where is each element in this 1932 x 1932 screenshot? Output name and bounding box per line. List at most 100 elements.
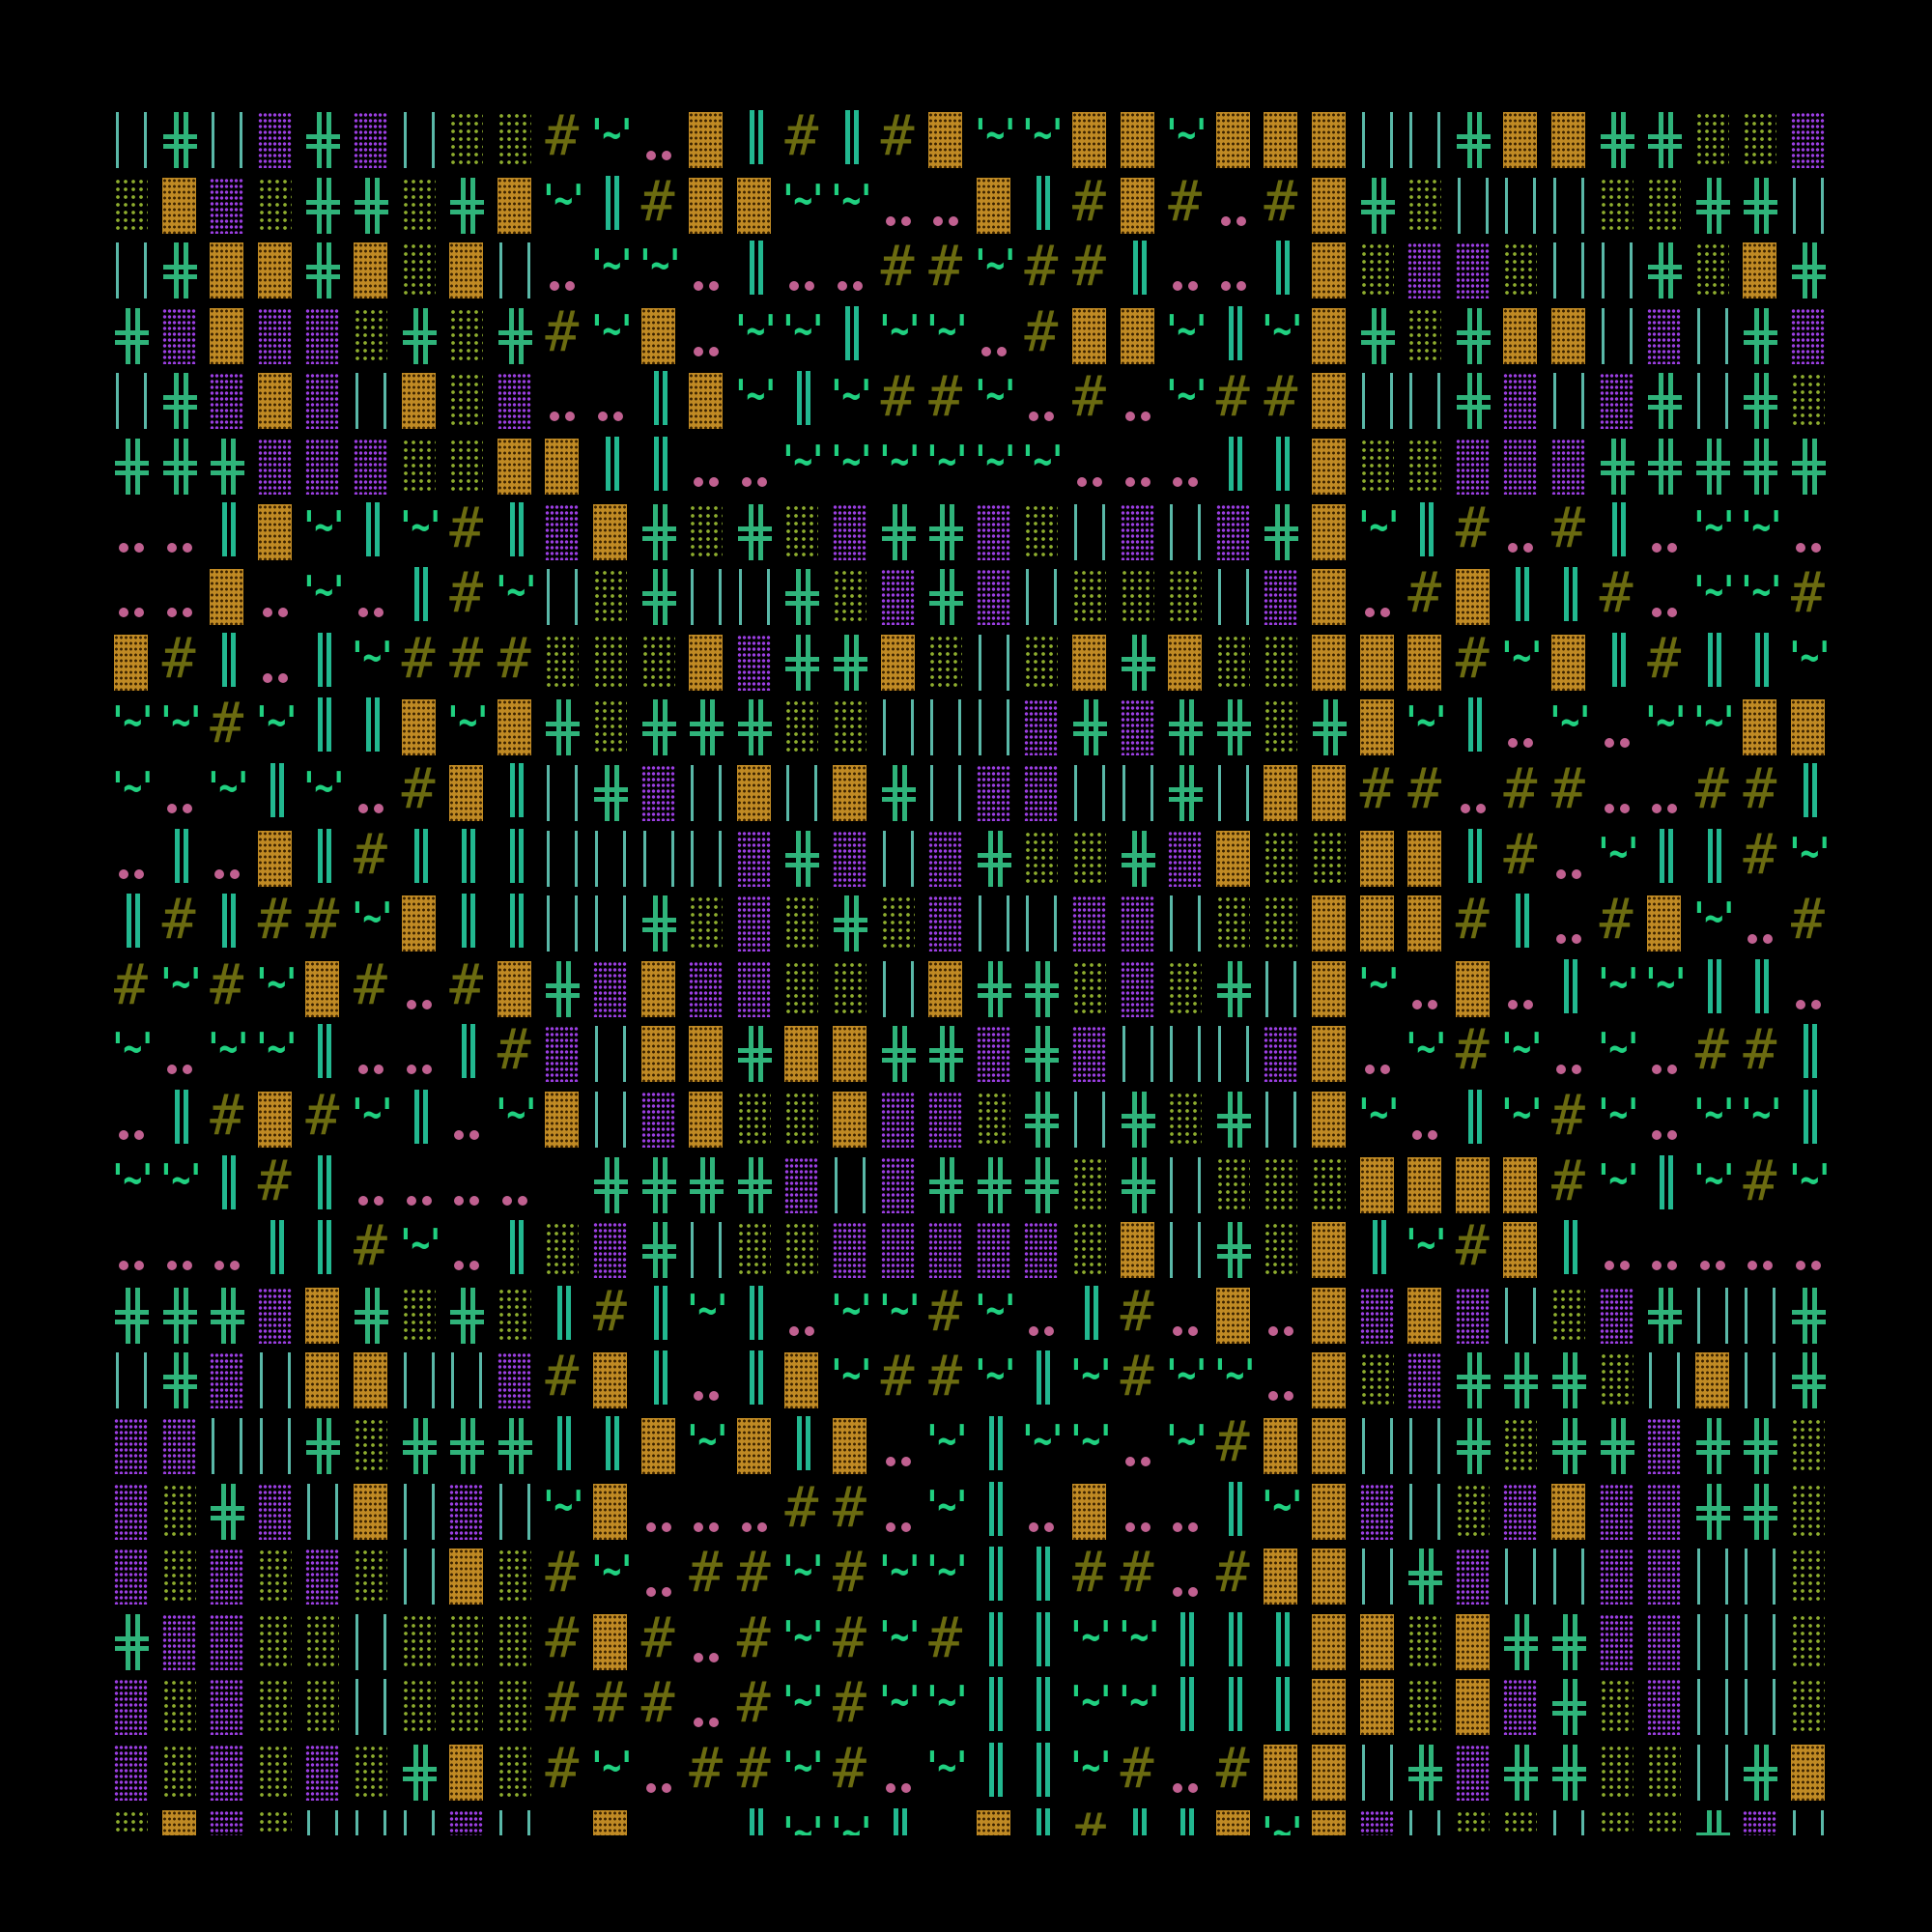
olive-dotted-tile xyxy=(1449,1476,1497,1542)
tilde-glyph: '~' xyxy=(683,1285,730,1335)
cross-horizontal-stroke xyxy=(306,144,341,149)
cross-vertical-stroke xyxy=(1812,242,1817,299)
orange-dotted-tile-fill xyxy=(1551,634,1585,691)
orange-dotted-tile xyxy=(1209,823,1258,889)
hash-glyph: # xyxy=(880,1345,915,1409)
double-bar-tile xyxy=(298,1150,347,1215)
pink-dots-tile xyxy=(1161,431,1209,497)
olive-dotted-tile-fill xyxy=(1072,830,1106,887)
pink-dot xyxy=(1667,1065,1678,1075)
cross-horizontal-stroke xyxy=(977,862,1011,867)
cross-horizontal-stroke xyxy=(690,1179,724,1184)
cross-glyph-tile xyxy=(1161,757,1209,823)
pink-dots-tile xyxy=(442,1084,491,1150)
olive-dotted-tile-fill xyxy=(1264,634,1298,691)
hash-glyph: # xyxy=(1551,1084,1585,1148)
cross-vertical-stroke xyxy=(605,1156,610,1213)
olive-dotted-tile-fill xyxy=(305,1679,340,1736)
pink-dots-tile xyxy=(1640,1084,1689,1150)
olive-dotted-tile xyxy=(1353,235,1402,300)
cross-vertical-stroke xyxy=(1659,112,1664,168)
pink-dots-tile xyxy=(1593,757,1641,823)
orange-dotted-tile xyxy=(1114,300,1162,366)
orange-dotted-tile-fill xyxy=(161,1809,196,1835)
olive-dotted-tile-fill xyxy=(1599,177,1634,234)
pink-dots xyxy=(1220,215,1250,228)
olive-dotted-tile-fill xyxy=(545,1222,580,1279)
purple-dotted-tile-fill xyxy=(833,1222,867,1279)
single-bars-tile xyxy=(1161,497,1209,562)
pink-dot xyxy=(1523,738,1534,749)
pink-dots-tile xyxy=(1496,497,1545,562)
cross-vertical-stroke xyxy=(183,242,188,299)
orange-dotted-tile xyxy=(1353,1671,1402,1737)
cross-horizontal-stroke xyxy=(1600,461,1634,466)
pink-dots-tile xyxy=(1449,757,1497,823)
cross-glyph-tile xyxy=(1689,170,1737,236)
pink-dots xyxy=(262,672,292,685)
single-bars-tile xyxy=(730,561,779,627)
hash-glyph-tile: # xyxy=(491,1018,539,1084)
orange-dotted-tile-fill xyxy=(640,307,675,364)
orange-dotted-tile-fill xyxy=(1359,1679,1394,1736)
single-bars-tile xyxy=(874,823,923,889)
double-bar-stroke xyxy=(845,305,850,360)
cross-horizontal-stroke xyxy=(1792,461,1826,466)
olive-dotted-tile-fill xyxy=(1647,177,1682,234)
olive-dotted-tile-fill xyxy=(1407,177,1442,234)
purple-dotted-tile-fill xyxy=(1359,1287,1394,1344)
pink-dots-tile xyxy=(1353,561,1402,627)
pink-dots-tile xyxy=(635,104,683,170)
orange-dotted-tile xyxy=(1353,1150,1402,1215)
olive-dotted-tile-fill xyxy=(1264,699,1298,756)
cross-vertical-stroke xyxy=(412,307,418,364)
olive-dotted-tile-fill xyxy=(257,177,292,234)
cross-horizontal-stroke xyxy=(1456,395,1491,401)
tilde-glyph: '~' xyxy=(970,1285,1018,1335)
single-bars-tile xyxy=(1065,1084,1114,1150)
double-bar-stroke xyxy=(557,1416,563,1470)
single-bars-tile xyxy=(491,1476,539,1542)
double-bar-stroke xyxy=(231,501,237,556)
olive-dotted-tile xyxy=(778,1084,826,1150)
cross-vertical-stroke xyxy=(1131,1156,1137,1213)
orange-dotted-tile xyxy=(1305,365,1353,431)
bar-stroke xyxy=(1437,1809,1441,1835)
double-bar-stroke xyxy=(1764,632,1770,687)
tilde-glyph-tile: '~' xyxy=(682,1410,730,1476)
pink-dots-tile xyxy=(1689,1214,1737,1280)
pink-dot xyxy=(358,608,368,618)
tilde-glyph: '~' xyxy=(827,371,874,421)
olive-dotted-tile xyxy=(491,1280,539,1346)
bar-stroke xyxy=(1409,1809,1413,1835)
cross-horizontal-stroke xyxy=(546,982,581,988)
orange-dotted-tile xyxy=(1736,692,1784,757)
hash-glyph-tile: # xyxy=(1545,757,1593,823)
cross-horizontal-stroke xyxy=(977,1179,1011,1184)
tilde-glyph: '~' xyxy=(779,305,826,355)
olive-dotted-tile-fill xyxy=(736,1092,771,1148)
cross-vertical-stroke xyxy=(940,569,946,626)
single-bars-tile xyxy=(1496,1280,1545,1346)
double-bar-stroke xyxy=(1516,894,1521,949)
pink-dot xyxy=(1140,1521,1151,1532)
double-bar-stroke xyxy=(318,828,324,883)
hash-glyph: # xyxy=(354,822,387,887)
orange-dotted-tile-fill xyxy=(210,307,244,364)
tilde-glyph: '~' xyxy=(874,1611,923,1662)
cross-horizontal-stroke xyxy=(1408,1580,1443,1586)
hash-glyph: # xyxy=(449,496,484,560)
orange-dotted-tile xyxy=(826,1018,874,1084)
orange-dotted-tile xyxy=(1545,300,1593,366)
purple-dotted-tile xyxy=(491,1345,539,1410)
olive-dotted-tile xyxy=(1640,1803,1689,1835)
tilde-glyph-tile: '~' xyxy=(1593,1018,1641,1084)
cross-vertical-stroke xyxy=(518,307,524,364)
tilde-glyph: '~' xyxy=(779,1547,826,1597)
cross-vertical-stroke xyxy=(1036,1092,1041,1148)
pink-dots xyxy=(119,1261,148,1272)
pink-dot xyxy=(182,608,192,618)
tilde-glyph: '~' xyxy=(1353,1090,1402,1139)
purple-dotted-tile-fill xyxy=(1647,1613,1682,1670)
pink-dot xyxy=(565,412,576,422)
